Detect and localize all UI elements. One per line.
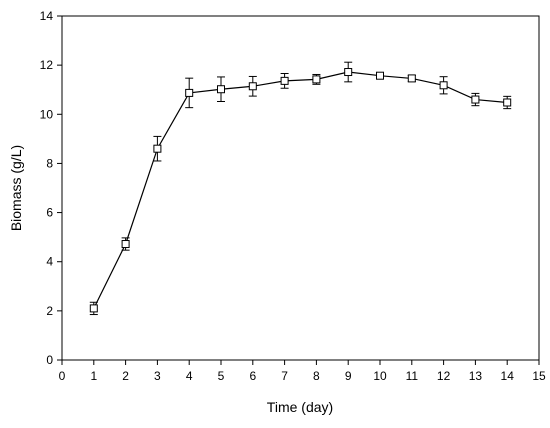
x-axis-tick-label: 14 — [501, 369, 515, 383]
data-point-marker — [439, 81, 448, 90]
x-axis-tick-label: 0 — [59, 369, 66, 383]
data-point-marker — [217, 85, 225, 94]
data-point-marker — [248, 82, 257, 91]
x-axis-tick-label: 15 — [532, 369, 546, 383]
y-axis-tick-label: 10 — [40, 107, 54, 121]
x-axis-tick-label: 1 — [90, 369, 97, 383]
data-point-marker — [89, 304, 98, 313]
x-axis-tick-label: 4 — [186, 369, 193, 383]
data-point-marker — [407, 74, 416, 83]
y-axis-tick-label: 2 — [46, 304, 53, 318]
x-axis-tick-label: 7 — [281, 369, 288, 383]
x-axis-tick-label: 8 — [313, 369, 320, 383]
x-axis-tick-label: 11 — [406, 369, 419, 383]
x-axis-tick-label: 2 — [122, 369, 129, 383]
data-series — [89, 61, 512, 316]
x-axis-tick-label: 3 — [154, 369, 161, 383]
x-axis-tick-label: 13 — [469, 369, 483, 383]
y-axis-title: Biomass (g/L) — [8, 145, 24, 231]
y-axis-tick-label: 4 — [46, 255, 53, 269]
data-point-marker — [503, 98, 512, 107]
plot-frame — [61, 15, 540, 361]
data-point-marker — [471, 95, 480, 104]
data-point-marker — [121, 240, 130, 249]
y-axis-tick-label: 14 — [40, 9, 54, 23]
data-point-marker — [153, 144, 162, 153]
x-axis-tick-label: 6 — [249, 369, 256, 383]
axis-ticks — [57, 15, 540, 365]
data-point-marker — [185, 88, 194, 97]
x-axis-tick-label: 12 — [437, 369, 451, 383]
y-axis-tick-label: 8 — [46, 156, 53, 170]
y-axis-tick-label: 6 — [46, 206, 53, 220]
x-axis-title: Time (day) — [267, 399, 333, 415]
x-axis-tick-label: 5 — [218, 369, 225, 383]
data-point-marker — [376, 71, 384, 80]
data-point-marker — [280, 76, 289, 85]
data-point-marker — [344, 68, 353, 77]
x-axis-tick-label: 10 — [373, 369, 387, 383]
x-axis-tick-label: 9 — [345, 369, 352, 383]
axes — [61, 15, 540, 361]
y-axis-tick-label: 0 — [46, 353, 53, 367]
data-point-marker — [312, 75, 321, 84]
series-line — [93, 71, 508, 309]
y-axis-tick-label: 12 — [40, 58, 54, 72]
